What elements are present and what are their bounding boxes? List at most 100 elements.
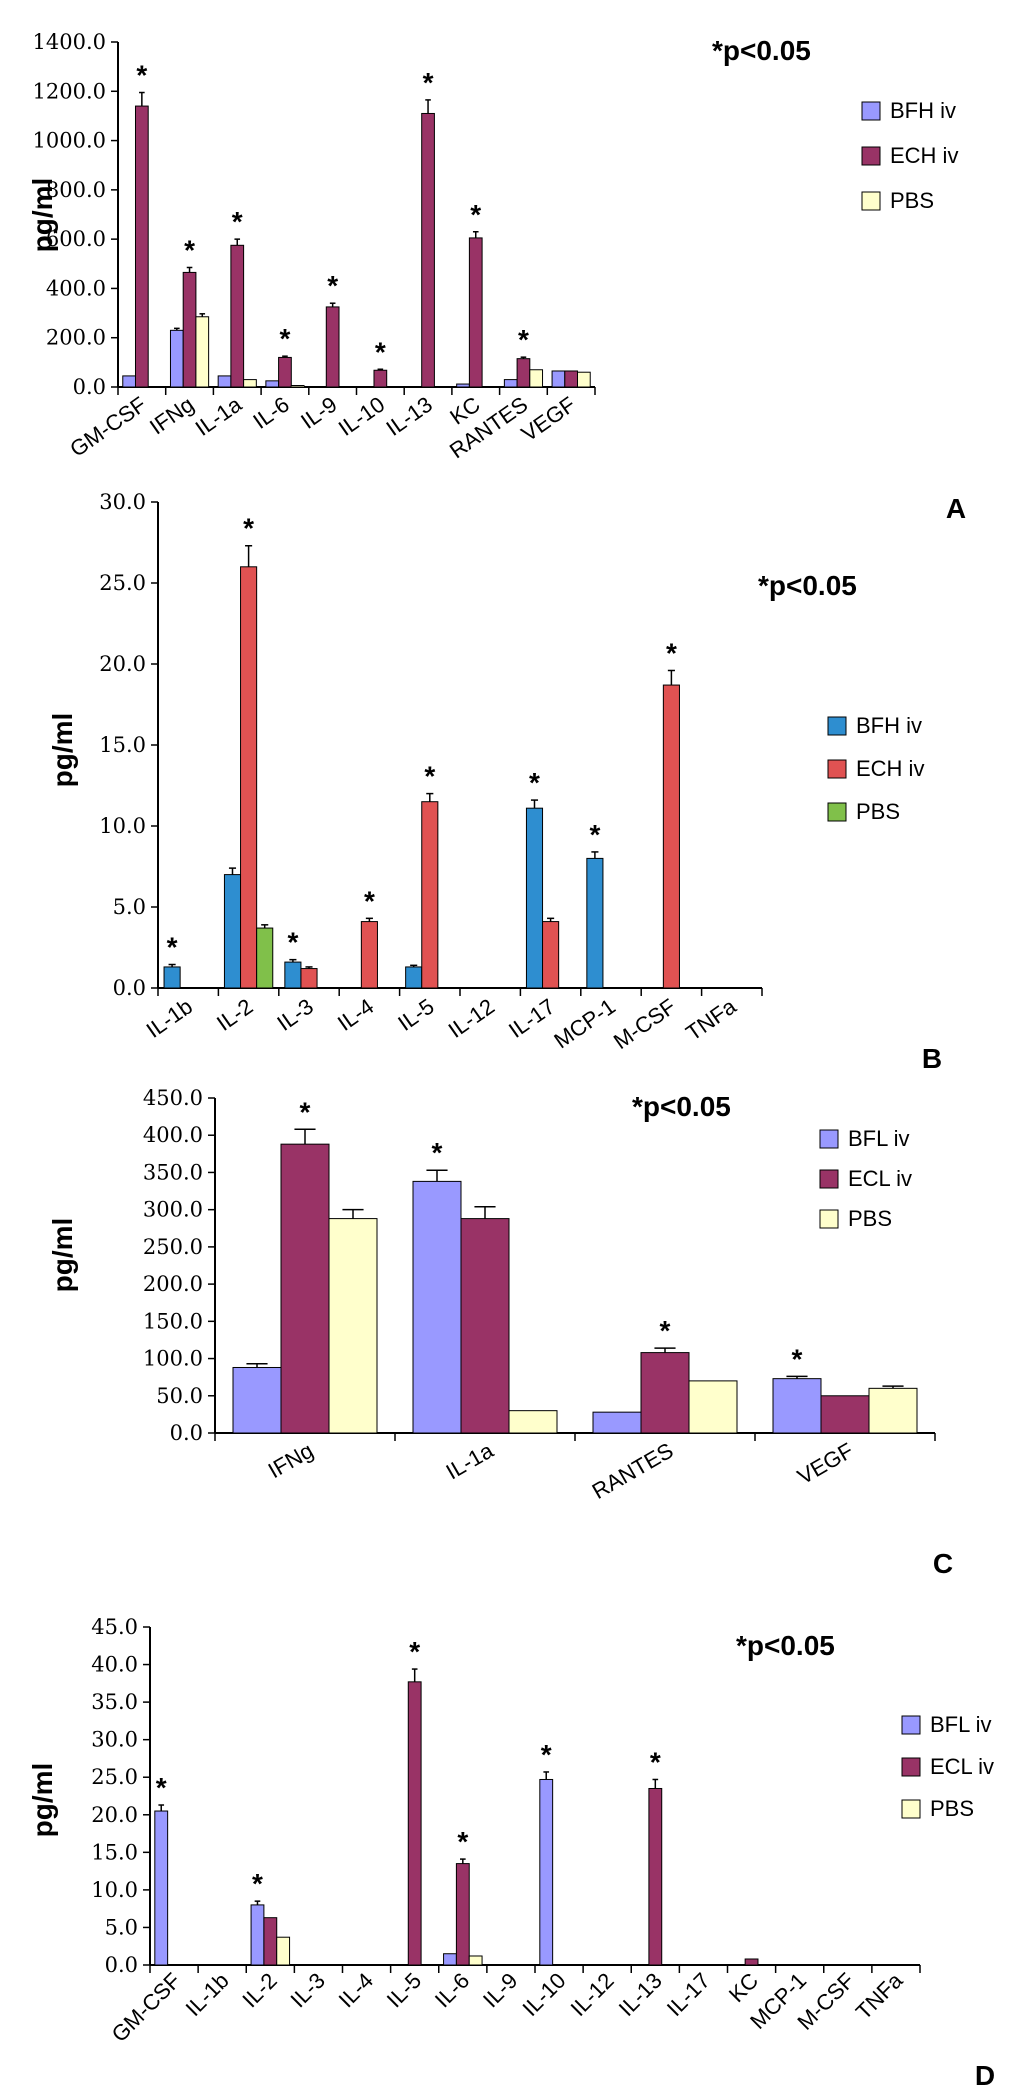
bar [169, 329, 184, 388]
significance-asterisk: * [470, 199, 481, 230]
x-tick-label: IL-9 [478, 1968, 522, 2012]
significance-asterisk: * [424, 761, 435, 792]
bar [468, 1955, 483, 1966]
bar [421, 801, 439, 989]
bar [122, 375, 136, 388]
significance-asterisk: * [660, 1315, 671, 1346]
bar [373, 369, 388, 388]
significance-asterisk: * [409, 1636, 420, 1667]
y-tick-label: 0.0 [105, 1953, 138, 1977]
bar [456, 383, 470, 388]
y-tick-label: 25.0 [99, 571, 146, 595]
significance-asterisk: * [232, 206, 243, 237]
chart-panel-c: 0.0 50.0 100.0 150.0 200.0 250.0 300.0 350.0 400… [47, 1086, 953, 1579]
x-tick-label: IL-4 [333, 994, 378, 1036]
significance-asterisk: * [287, 927, 298, 958]
y-tick-label: 800.0 [46, 178, 106, 202]
bar [360, 921, 378, 989]
legend-label: ECL iv [930, 1754, 994, 1779]
legend-label: BFH iv [890, 98, 956, 123]
chart-panel-a: 0.0 200.0 400.0 600.0 800.0 1000.0 1200.0 1400.… [27, 30, 966, 524]
bar [182, 271, 197, 388]
y-tick-label: 0.0 [170, 1421, 203, 1445]
bar [195, 316, 210, 388]
bar [154, 1810, 169, 1966]
bar [163, 966, 181, 989]
y-tick-label: 40.0 [91, 1653, 138, 1677]
significance-note: *p<0.05 [632, 1091, 731, 1122]
significance-asterisk: * [156, 1772, 167, 1803]
x-tick-label: IL-4 [334, 1968, 378, 2012]
y-tick-label: 5.0 [105, 1915, 138, 1939]
y-tick-label: 300.0 [143, 1198, 203, 1222]
significance-asterisk: * [650, 1746, 661, 1777]
legend-label: BFL iv [848, 1126, 910, 1151]
panel-letter: B [922, 1043, 942, 1074]
chart-panel-b: 0.0 5.0 10.0 15.0 20.0 25.0 30.0 pg/ml *p<0.05 B *… [47, 490, 942, 1074]
significance-asterisk: * [364, 885, 375, 916]
bar [868, 1387, 918, 1434]
legend-swatch [861, 101, 881, 121]
y-tick-label: 400.0 [143, 1123, 203, 1147]
bar [243, 379, 257, 388]
bar [263, 1917, 278, 1966]
y-tick-label: 45.0 [91, 1615, 138, 1639]
x-tick-label: IL-13 [381, 392, 436, 441]
legend-label: BFH iv [856, 713, 922, 738]
x-tick-label: IL-1b [181, 1968, 234, 2021]
bar [328, 1218, 378, 1434]
significance-asterisk: * [457, 1826, 468, 1857]
legend-swatch [827, 759, 847, 779]
y-tick-label: 1200.0 [33, 79, 106, 103]
x-tick-label: TNFa [851, 1967, 908, 2024]
significance-asterisk: * [252, 1868, 263, 1899]
bar [508, 1410, 558, 1434]
x-tick-label: M-CSF [609, 994, 680, 1054]
significance-asterisk: * [589, 819, 600, 850]
y-tick-label: 30.0 [91, 1728, 138, 1752]
bar [265, 380, 280, 388]
x-tick-label: MCP-1 [549, 994, 619, 1054]
x-tick-label: GM-CSF [107, 1968, 186, 2047]
y-tick-label: 50.0 [156, 1384, 203, 1408]
y-tick-label: 100.0 [143, 1347, 203, 1371]
bar [516, 358, 531, 388]
x-tick-label: TNFa [681, 993, 741, 1045]
x-tick-label: IL-2 [237, 1968, 281, 2012]
x-tick-label: IL-3 [285, 1968, 329, 2012]
x-tick-label: IFNg [264, 1438, 318, 1483]
x-tick-label: IL-9 [296, 392, 341, 434]
chart-panel-d: 0.0 5.0 10.0 15.0 20.0 25.0 30.0 35.0 40.0 45.0 pg… [27, 1615, 995, 2091]
bar [134, 105, 149, 388]
y-tick-label: 350.0 [143, 1160, 203, 1184]
significance-note: *p<0.05 [712, 35, 811, 66]
bar [592, 1411, 642, 1434]
bar [250, 1904, 265, 1966]
significance-asterisk: * [167, 932, 178, 963]
legend-swatch [861, 191, 881, 211]
y-tick-label: 600.0 [46, 227, 106, 251]
bar [455, 1863, 470, 1966]
x-tick-label: IL-5 [393, 994, 438, 1036]
bar [407, 1681, 422, 1966]
bar [539, 1778, 554, 1966]
y-axis-label: pg/ml [47, 1218, 78, 1293]
y-tick-label: 5.0 [113, 895, 146, 919]
significance-asterisk: * [279, 323, 290, 354]
y-tick-label: 35.0 [91, 1690, 138, 1714]
bar [300, 968, 318, 989]
legend-swatch [901, 1757, 921, 1777]
bar [460, 1218, 510, 1434]
y-tick-label: 15.0 [99, 733, 146, 757]
legend-label: PBS [856, 799, 900, 824]
legend-swatch [819, 1129, 839, 1149]
y-tick-label: 450.0 [143, 1086, 203, 1110]
significance-asterisk: * [327, 270, 338, 301]
bar [256, 927, 274, 989]
bar [564, 370, 579, 388]
significance-note: *p<0.05 [736, 1630, 835, 1661]
bar [276, 1936, 291, 1966]
x-tick-label: VEGF [517, 392, 580, 447]
bar [405, 966, 423, 989]
y-tick-label: 20.0 [99, 652, 146, 676]
